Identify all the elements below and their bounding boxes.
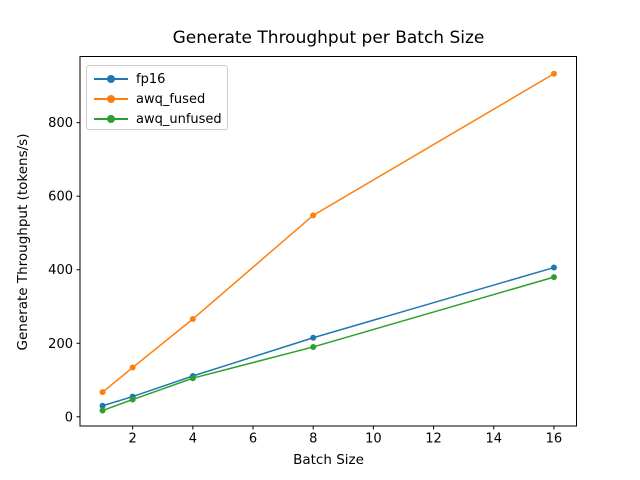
x-tick-label: 16: [546, 432, 563, 447]
x-tick-label: 8: [309, 432, 317, 447]
chart-title: Generate Throughput per Batch Size: [172, 28, 485, 48]
x-tick-label: 12: [425, 432, 442, 447]
data-point-awq_unfused: [550, 274, 557, 281]
y-tick-label: 0: [65, 410, 73, 425]
y-tick-label: 200: [48, 337, 73, 352]
legend-item-awq-fused: awq_fused: [94, 89, 227, 109]
data-point-fp16: [99, 402, 106, 409]
y-axis-label: Generate Throughput (tokens/s): [15, 133, 31, 351]
data-point-fp16: [310, 334, 317, 341]
x-tick-label: 4: [189, 432, 197, 447]
legend-label-awq-unfused: awq_unfused: [136, 111, 222, 127]
legend-marker-awq-unfused-icon: [94, 113, 128, 125]
x-tick-label: 10: [365, 432, 382, 447]
legend-marker-fp16-icon: [94, 73, 128, 85]
x-tick-label: 2: [129, 432, 137, 447]
x-axis-label: Batch Size: [293, 452, 364, 468]
legend-item-awq-unfused: awq_unfused: [94, 109, 227, 129]
data-point-awq_unfused: [310, 343, 317, 350]
legend-label-awq-fused: awq_fused: [136, 91, 206, 107]
data-point-awq_unfused: [129, 396, 136, 403]
y-tick-label: 600: [48, 190, 73, 205]
data-point-awq_fused: [310, 212, 317, 219]
y-tick-label: 800: [48, 116, 73, 131]
data-point-awq_fused: [129, 364, 136, 371]
plot-border: [79, 56, 577, 427]
data-point-awq_unfused: [99, 407, 106, 414]
data-point-awq_fused: [99, 389, 106, 396]
data-point-fp16: [550, 264, 557, 271]
legend-label-fp16: fp16: [136, 71, 166, 87]
data-point-awq_fused: [189, 316, 196, 323]
x-tick-label: 6: [249, 432, 257, 447]
legend-item-fp16: fp16: [94, 69, 227, 89]
legend-marker-awq-fused-icon: [94, 93, 128, 105]
x-tick-label: 14: [485, 432, 502, 447]
data-point-awq_fused: [550, 70, 557, 77]
data-point-awq_unfused: [189, 375, 196, 382]
legend: fp16 awq_fused awq_unfused: [86, 65, 228, 130]
series-line-awq_unfused: [101, 276, 555, 412]
y-tick-label: 400: [48, 263, 73, 278]
